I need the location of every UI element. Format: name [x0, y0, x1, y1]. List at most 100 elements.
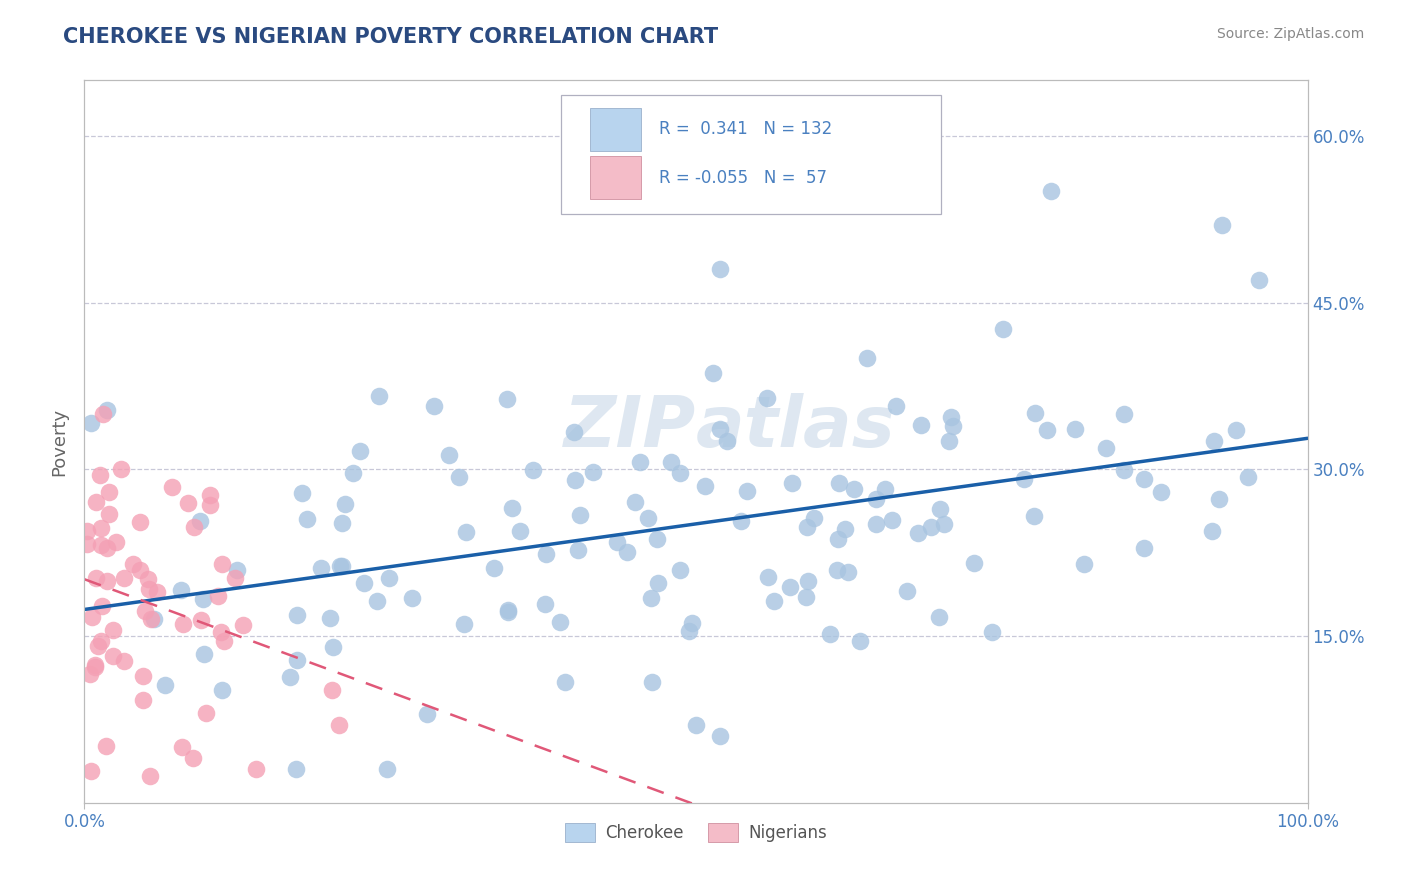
Point — [828, 475, 851, 490]
Point — [367, 389, 389, 403]
Point — [1024, 407, 1046, 421]
Point — [647, 533, 669, 547]
Point — [980, 624, 1002, 639]
Point — [114, 654, 136, 668]
Point — [378, 571, 401, 585]
Point — [678, 624, 700, 639]
Point — [548, 615, 571, 630]
Point — [709, 729, 731, 743]
Point — [79, 667, 101, 681]
Point — [554, 675, 576, 690]
Point — [796, 520, 818, 534]
Point — [616, 545, 638, 559]
Point — [245, 763, 267, 777]
Point — [200, 487, 222, 501]
Point — [328, 718, 350, 732]
Point — [693, 479, 716, 493]
Point — [637, 510, 659, 524]
Point — [90, 634, 112, 648]
Point — [628, 455, 651, 469]
Point — [172, 617, 194, 632]
Point — [188, 514, 211, 528]
Point — [920, 520, 942, 534]
Point — [496, 606, 519, 620]
Point — [401, 591, 423, 605]
Text: R = -0.055   N =  57: R = -0.055 N = 57 — [659, 169, 827, 186]
Point — [91, 407, 114, 421]
Point — [681, 616, 703, 631]
Point — [484, 561, 506, 575]
Point — [207, 589, 229, 603]
Point — [96, 574, 118, 589]
Point — [1073, 557, 1095, 571]
Bar — [589, 156, 641, 200]
Point — [496, 603, 519, 617]
Point — [1012, 472, 1035, 486]
Point — [101, 623, 124, 637]
Point — [190, 613, 212, 627]
Point — [735, 483, 758, 498]
Point — [80, 417, 103, 431]
Point — [1022, 508, 1045, 523]
Point — [1208, 491, 1230, 506]
Point — [825, 563, 848, 577]
Point — [319, 611, 342, 625]
Point — [94, 739, 117, 753]
Point — [104, 535, 127, 549]
Point — [183, 519, 205, 533]
Point — [211, 683, 233, 698]
Point — [865, 516, 887, 531]
Point — [702, 367, 724, 381]
Point — [214, 633, 236, 648]
Point — [709, 262, 731, 277]
Point — [80, 764, 103, 778]
Point — [820, 627, 842, 641]
Point — [842, 482, 865, 496]
Point — [780, 476, 803, 491]
Point — [1202, 434, 1225, 449]
Point — [80, 610, 103, 624]
Point — [132, 669, 155, 683]
Point — [329, 558, 352, 573]
Point — [146, 585, 169, 599]
Point — [129, 516, 152, 530]
Point — [195, 706, 218, 721]
Point — [509, 524, 531, 539]
Point — [76, 524, 98, 539]
Point — [284, 763, 307, 777]
Point — [942, 419, 965, 434]
Point — [454, 525, 477, 540]
Point — [353, 575, 375, 590]
Point — [1150, 484, 1173, 499]
Text: ZIP: ZIP — [564, 392, 696, 461]
Point — [716, 434, 738, 449]
Point — [647, 575, 669, 590]
Point — [97, 484, 120, 499]
Point — [896, 584, 918, 599]
Point — [536, 547, 558, 561]
Point — [321, 683, 343, 698]
Point — [1039, 185, 1062, 199]
Point — [1064, 422, 1087, 436]
Point — [564, 473, 586, 487]
Point — [366, 593, 388, 607]
Point — [794, 590, 817, 604]
Point — [224, 571, 246, 585]
Point — [447, 470, 470, 484]
Point — [84, 494, 107, 508]
Point — [136, 572, 159, 586]
Point — [198, 499, 221, 513]
Point — [309, 561, 332, 575]
Point — [803, 511, 825, 525]
Point — [534, 597, 557, 611]
Bar — [589, 108, 641, 151]
Point — [349, 444, 371, 458]
Point — [1211, 218, 1233, 232]
Point — [333, 497, 356, 511]
Point — [640, 591, 662, 606]
Point — [495, 392, 517, 406]
Point — [1036, 423, 1059, 437]
Point — [112, 571, 135, 585]
Point — [1225, 424, 1247, 438]
Point — [668, 563, 690, 577]
